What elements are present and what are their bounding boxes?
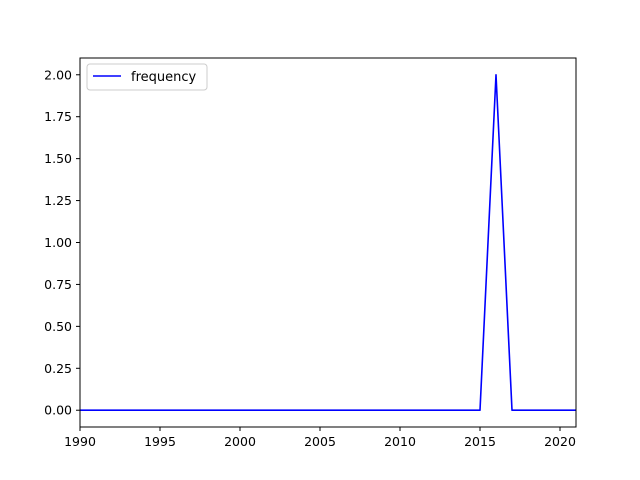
y-tick-label-1.00: 1.00 — [44, 235, 72, 250]
x-tick-label-2015: 2015 — [464, 434, 496, 449]
x-tick-label-1995: 1995 — [144, 434, 176, 449]
y-axis: 0.00 0.25 0.50 0.75 1.00 1.25 1.50 1.75 2.00 — [44, 67, 80, 418]
legend-box — [86, 63, 208, 91]
y-tick-label-0.75: 0.75 — [44, 277, 72, 292]
legend-label-frequency: frequency — [131, 70, 197, 85]
x-tick-label-2005: 2005 — [304, 434, 336, 449]
y-tick-label-0.50: 0.50 — [44, 319, 72, 334]
y-tick-label-1.50: 1.50 — [44, 151, 72, 166]
x-axis: 1990 1995 2000 2005 2010 2015 2020 — [64, 427, 576, 449]
y-tick-label-1.75: 1.75 — [44, 109, 72, 124]
x-tick-label-2000: 2000 — [224, 434, 256, 449]
x-tick-label-1990: 1990 — [64, 434, 96, 449]
plot-frame — [79, 57, 577, 428]
x-tick-label-2020: 2020 — [544, 434, 576, 449]
series-layer — [80, 73, 576, 412]
y-tick-label-2.00: 2.00 — [44, 67, 72, 82]
x-tick-label-2010: 2010 — [384, 434, 416, 449]
legend: frequency — [86, 63, 208, 91]
series-line-frequency — [80, 73, 576, 412]
y-tick-label-0.00: 0.00 — [44, 403, 72, 418]
y-tick-label-1.25: 1.25 — [44, 193, 72, 208]
y-tick-label-0.25: 0.25 — [44, 361, 72, 376]
